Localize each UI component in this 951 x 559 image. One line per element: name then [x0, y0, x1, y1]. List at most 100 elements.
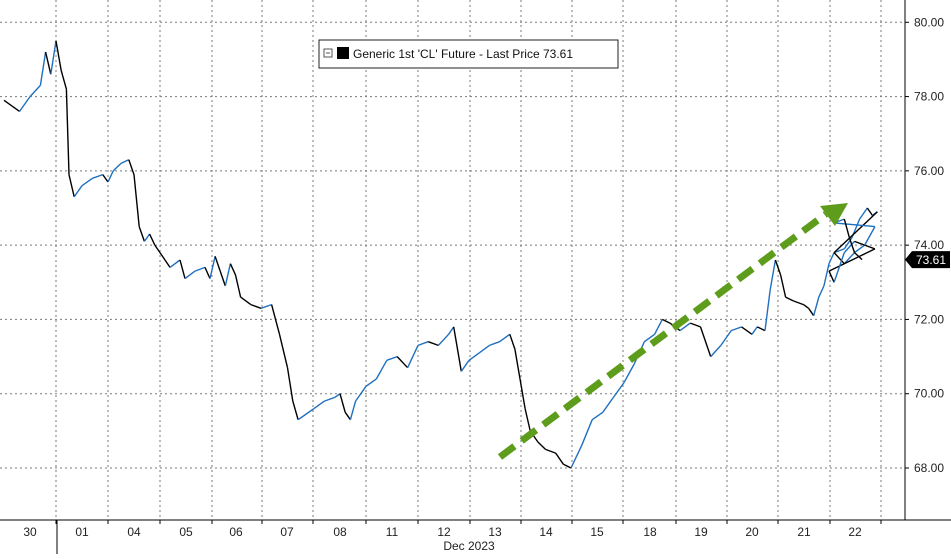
price-segment — [563, 463, 572, 469]
price-segment — [278, 334, 289, 368]
price-segment — [866, 207, 873, 216]
price-segment — [65, 89, 70, 175]
price-segment — [813, 296, 820, 316]
price-segment — [324, 396, 336, 402]
price-segment — [313, 400, 325, 410]
price-segment — [710, 344, 722, 358]
price-segment — [623, 363, 635, 383]
price-segment — [154, 244, 161, 253]
y-tick-label: 80.00 — [914, 15, 944, 29]
price-segment — [653, 319, 663, 335]
price-segment — [453, 326, 462, 372]
price-segment — [107, 170, 114, 183]
price-segment — [769, 259, 777, 290]
price-segment — [73, 185, 83, 198]
price-segment — [355, 385, 367, 402]
price-segment — [854, 252, 863, 261]
price-segment — [808, 307, 815, 317]
price-segment — [92, 173, 104, 179]
x-tick-label: 11 — [386, 525, 399, 539]
price-segment — [828, 248, 876, 272]
price-segment — [751, 326, 758, 335]
price-segment — [50, 40, 57, 75]
price-segment — [417, 341, 429, 347]
price-segment — [489, 341, 500, 347]
x-tick-label: 13 — [488, 525, 502, 539]
price-segment — [184, 270, 196, 280]
x-tick-label: 22 — [848, 525, 862, 539]
price-segment — [848, 237, 856, 253]
x-tick-label: 07 — [280, 525, 294, 539]
price-segment — [818, 285, 825, 298]
y-tick-label: 68.00 — [914, 461, 944, 475]
price-segment — [864, 226, 876, 246]
price-segment — [833, 252, 845, 283]
x-tick-label: 06 — [229, 525, 243, 539]
price-segment — [833, 248, 845, 254]
x-tick-label: 21 — [797, 525, 811, 539]
x-tick-label: 30 — [23, 525, 37, 539]
last-price-value: 73.61 — [916, 253, 946, 267]
legend-box — [318, 39, 619, 69]
price-segment — [349, 400, 357, 420]
price-segment — [602, 396, 614, 413]
price-segment — [843, 240, 856, 254]
last-price-box — [905, 251, 950, 269]
price-segment — [179, 259, 186, 279]
price-segment — [292, 400, 299, 420]
x-tick-label: 18 — [643, 525, 657, 539]
price-segment — [128, 159, 135, 175]
price-segment — [859, 207, 868, 220]
price-segment — [785, 296, 794, 302]
price-segment — [55, 40, 62, 71]
price-segment — [60, 70, 68, 90]
trend-layer — [497, 203, 848, 460]
price-segment — [375, 359, 388, 380]
x-tick-label: 01 — [75, 525, 89, 539]
price-segment — [448, 326, 455, 335]
trend-arrow-head — [820, 203, 848, 226]
y-tick-label: 70.00 — [914, 387, 944, 401]
x-tick-label: 05 — [179, 525, 193, 539]
price-segment — [339, 393, 346, 413]
price-segment — [365, 378, 377, 387]
price-segment — [386, 355, 398, 361]
price-segment — [764, 289, 771, 331]
price-segment — [81, 177, 93, 187]
price-segment — [555, 452, 564, 465]
x-tick-label: 04 — [127, 525, 141, 539]
price-segment — [344, 411, 351, 421]
price-segment — [499, 333, 511, 343]
x-tick-layer: 30 01 04 05 06 07 08 11 12 13 14 15 18 19 20 21 22 — [23, 520, 882, 539]
price-segment — [3, 99, 21, 112]
price-segment — [833, 211, 878, 254]
price-segment — [514, 348, 526, 409]
price-segment — [270, 304, 281, 335]
y-tick-label: 76.00 — [914, 164, 944, 178]
price-segment — [112, 162, 122, 172]
price-segment — [854, 240, 865, 246]
price-segment — [406, 345, 419, 368]
price-segment — [396, 356, 409, 369]
price-segment — [133, 174, 140, 227]
legend-swatch — [337, 47, 349, 59]
price-segment — [864, 244, 876, 250]
price-segment — [793, 300, 804, 306]
price-segment — [843, 252, 856, 265]
price-segment — [250, 303, 262, 309]
price-segment — [204, 267, 211, 279]
price-segment — [591, 411, 604, 421]
price-segment — [302, 408, 315, 417]
x-tick-label: 12 — [437, 525, 451, 539]
price-segment — [260, 303, 272, 309]
trend-arrow-line — [497, 211, 829, 460]
price-segment — [661, 318, 671, 324]
price-segment — [234, 274, 242, 298]
price-segment — [19, 96, 31, 112]
price-segment — [468, 352, 480, 361]
price-segment — [679, 322, 691, 332]
price-segment — [427, 341, 439, 347]
price-segment — [823, 263, 830, 287]
